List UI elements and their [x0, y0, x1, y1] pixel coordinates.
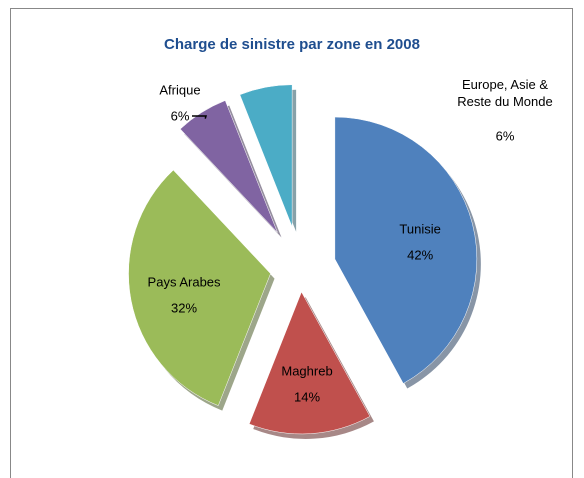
slice-label: Europe, Asie & Reste du Monde [457, 77, 553, 109]
value-label: 6% [170, 108, 190, 123]
slice [248, 291, 371, 435]
value-label: 14% [294, 389, 321, 405]
chart-title: Charge de sinistre par zone en 2008 [164, 36, 420, 53]
value-label: 32% [171, 300, 198, 316]
slice [128, 169, 271, 406]
chart-frame [10, 8, 573, 478]
value-label: 42% [407, 247, 434, 263]
slice [239, 84, 293, 227]
leader-line [192, 115, 208, 119]
slice-label: Tunisie [399, 221, 441, 237]
slice-label: Pays Arabes [147, 274, 221, 290]
slice [179, 100, 278, 233]
value-label: 6% [495, 128, 515, 144]
slice [334, 116, 478, 384]
slice-label: Afrique [159, 82, 201, 97]
slice-label: Maghreb [281, 363, 333, 379]
